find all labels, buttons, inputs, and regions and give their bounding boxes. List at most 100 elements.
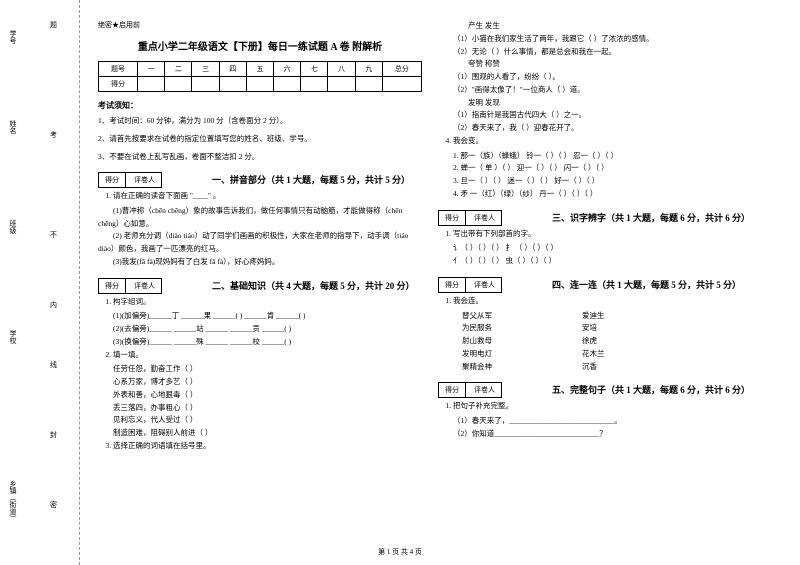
pair-l: 射山救母 bbox=[462, 335, 582, 348]
th: 七 bbox=[301, 62, 328, 77]
th: 六 bbox=[274, 62, 301, 77]
th: 三 bbox=[192, 62, 219, 77]
marker: 不 bbox=[50, 230, 57, 240]
sec2-title: 二、基础知识（共 4 大题，每题 5 分，共计 20 分） bbox=[212, 279, 415, 292]
th: 题号 bbox=[99, 62, 138, 77]
sb-l: 得分 bbox=[439, 211, 466, 225]
q: 夸赞 称赞 bbox=[438, 58, 762, 71]
marker: 考 bbox=[50, 130, 57, 140]
q: 心系万家，博才多艺（ ） bbox=[98, 376, 422, 389]
instr: 2、请首先按要求在试卷的指定位置填写您的姓名、班级、学号。 bbox=[98, 133, 422, 145]
secret-note: 绝密★启用前 bbox=[98, 20, 422, 30]
q: （2）你知道____________________________？ bbox=[438, 428, 762, 441]
pair-r: 爱迪生 bbox=[582, 310, 605, 323]
td: 得分 bbox=[99, 77, 138, 92]
page-content: 绝密★启用前 重点小学二年级语文【下册】每日一练试题 A 卷 附解析 题号 一 … bbox=[0, 0, 800, 455]
page-footer: 第 1 页 共 4 页 bbox=[0, 547, 800, 557]
q: (1)曹冲称（chēn chēng）象的故事告诉我们，做任何事情只有动脑筋，才能… bbox=[98, 205, 422, 231]
q: 4. 我会变。 bbox=[438, 135, 762, 148]
q: 见利忘义，代人受过（ ） bbox=[98, 414, 422, 427]
q: 丢三落四，办事粗心（ ） bbox=[98, 402, 422, 415]
sidebar-lbl: 班级 bbox=[8, 220, 18, 234]
score-box: 得分 评卷人 bbox=[98, 172, 162, 188]
th: 一 bbox=[138, 62, 165, 77]
pair-l: 聚精会神 bbox=[462, 361, 582, 374]
pair-r: 徐虎 bbox=[582, 335, 605, 348]
score-box: 得分 评卷人 bbox=[98, 278, 162, 294]
q: 制造困难，阻碍别人前进（ ） bbox=[98, 427, 422, 440]
marker: 题 bbox=[50, 20, 57, 30]
sb-l: 得分 bbox=[439, 278, 466, 292]
q: 2. 蝉一（ 单 ）（ ） 迎一（ ）（ ） 闪一（ ）（ ） bbox=[438, 162, 762, 175]
q: (2)(去偏旁)______ ______站 ______ ______贡 __… bbox=[98, 323, 422, 336]
q: 1. 构字组词。 bbox=[98, 296, 422, 309]
q: 亻（ ）（ ）（ ） 虫（ ）（ ）（ ） bbox=[438, 255, 762, 268]
sidebar-lbl: 学号 bbox=[8, 30, 18, 44]
th: 四 bbox=[219, 62, 246, 77]
q: 1. 把句子补充完整。 bbox=[438, 400, 762, 413]
sidebar-lbl: 姓名 bbox=[8, 120, 18, 134]
sb-r: 评卷人 bbox=[468, 278, 501, 292]
q: （2）春天来了，我（ ）迎春花开了。 bbox=[438, 122, 762, 135]
q: （1）春天来了，____________________________。 bbox=[438, 415, 762, 428]
q: 外表和善，心地狠毒（ ） bbox=[98, 389, 422, 402]
q: （1）指南针是我国古代四大（ ）之一。 bbox=[438, 109, 762, 122]
q: (3)我发(fā fà)现妈妈有了白发 fā fà），好心疼妈妈。 bbox=[98, 256, 422, 269]
marker: 密 bbox=[50, 500, 57, 510]
th: 总分 bbox=[382, 62, 421, 77]
q: 发明 发现 bbox=[438, 97, 762, 110]
score-table: 题号 一 二 三 四 五 六 七 八 九 总分 得分 bbox=[98, 61, 422, 92]
sb-r: 评卷人 bbox=[128, 279, 161, 293]
pair-l: 为民服务 bbox=[462, 322, 582, 335]
instructions-title: 考试须知： bbox=[98, 100, 422, 111]
sec4-title: 四、连一连（共 1 大题，每题 5 分，共计 5 分） bbox=[552, 278, 741, 291]
sidebar-lbl: 乡镇（街道） bbox=[8, 480, 18, 522]
instr: 1、考试时间：60 分钟，满分为 100 分（含卷面分 2 分）。 bbox=[98, 115, 422, 127]
instr: 3、不要在试卷上乱写乱画，卷面不整洁扣 2 分。 bbox=[98, 151, 422, 163]
q: 1. 那一（族）（蜂蛾） 铃一（ ）（ ） 忍一（ ）（ ） bbox=[438, 150, 762, 163]
q: 讠（ ）（ ）（ ） 扌 （ ）（ ）（ ） bbox=[438, 242, 762, 255]
exam-title: 重点小学二年级语文【下册】每日一练试题 A 卷 附解析 bbox=[98, 38, 422, 53]
sec5-title: 五、完整句子（共 1 大题，每题 6 分，共计 6 分） bbox=[552, 383, 750, 396]
sb-l: 得分 bbox=[99, 173, 126, 187]
q: （2）"画得太像了！"一位商人（ ）道。 bbox=[438, 84, 762, 97]
th: 九 bbox=[355, 62, 382, 77]
score-box: 得分 评卷人 bbox=[438, 277, 502, 293]
pair-r: 安培 bbox=[582, 322, 605, 335]
q: 1. 写出带有下列部首的字。 bbox=[438, 228, 762, 241]
q: 任劳任怨，勤奋工作（ ） bbox=[98, 363, 422, 376]
sb-r: 评卷人 bbox=[128, 173, 161, 187]
q: 产生 发生 bbox=[438, 20, 762, 33]
th: 五 bbox=[246, 62, 273, 77]
q: 4. 矛 一（红）（绿）（纱） 丹一（ ）（ ）（ ） bbox=[438, 188, 762, 201]
score-box: 得分 评卷人 bbox=[438, 210, 502, 226]
pair-l: 替父从军 bbox=[462, 310, 582, 323]
sec1-title: 一、拼音部分（共 1 大题，每题 5 分，共计 5 分） bbox=[212, 173, 410, 186]
marker: 线 bbox=[50, 360, 57, 370]
pair-l: 发明电灯 bbox=[462, 348, 582, 361]
q: 2. 填一填。 bbox=[98, 349, 422, 362]
q: （1）小猫在我们家生活了两年，我跟它（ ）了浓浓的感情。 bbox=[438, 33, 762, 46]
q: （1）围观的人看了，纷纷（ ）。 bbox=[438, 71, 762, 84]
q: 1. 我会连。 bbox=[438, 295, 762, 308]
q: 1. 请在正确的读音下面画 "____" 。 bbox=[98, 190, 422, 203]
q: 3. 旦一（ ）（ ） 迷一（ ）（ ） 好一（ ）（ ） bbox=[438, 175, 762, 188]
q: (1)(加偏旁)______丁 ______果 ______( ) ______… bbox=[98, 310, 422, 323]
q: (3)(换偏旁)______ ______殊 ______ ______校 __… bbox=[98, 336, 422, 349]
marker: 封 bbox=[50, 430, 57, 440]
q: （2）无论（ ）什么事情，都是总会和我在一起。 bbox=[438, 46, 762, 59]
th: 二 bbox=[165, 62, 192, 77]
sb-r: 评卷人 bbox=[468, 383, 501, 397]
sb-r: 评卷人 bbox=[468, 211, 501, 225]
sec3-title: 三、识字辨字（共 1 大题，每题 6 分，共计 6 分） bbox=[552, 211, 750, 224]
q: (2) 老师充分调（diào tiáo）动了同学们画画的积极性，大家在老师的指导… bbox=[98, 230, 422, 256]
marker: 内 bbox=[50, 300, 57, 310]
sb-l: 得分 bbox=[99, 279, 126, 293]
right-column: 产生 发生 （1）小猫在我们家生活了两年，我跟它（ ）了浓浓的感情。 （2）无论… bbox=[430, 20, 770, 455]
left-column: 绝密★启用前 重点小学二年级语文【下册】每日一练试题 A 卷 附解析 题号 一 … bbox=[90, 20, 430, 455]
pair-r: 沉香 bbox=[582, 361, 605, 374]
pair-r: 花木兰 bbox=[582, 348, 605, 361]
sidebar-lbl: 学校 bbox=[8, 330, 18, 344]
binding-sidebar: 学号 姓名 班级 学校 乡镇（街道） 题 考 不 内 线 封 密 bbox=[0, 0, 80, 565]
q: 3. 选择正确的词语填在括号里。 bbox=[98, 440, 422, 453]
